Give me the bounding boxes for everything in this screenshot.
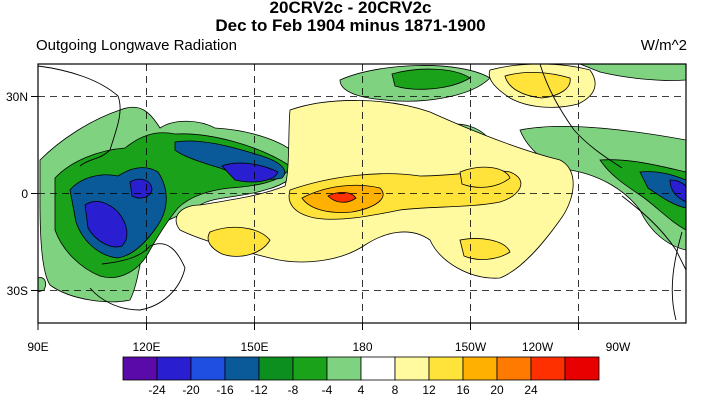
colorbar-box xyxy=(190,356,226,381)
colorbar-box xyxy=(122,356,158,381)
negative-anomaly-west-pacific xyxy=(39,106,302,303)
colorbar-box xyxy=(326,356,362,381)
x-tick-120e: 120E xyxy=(132,340,160,354)
axis-ticks xyxy=(31,96,579,330)
colorbar-box xyxy=(224,356,260,381)
colorbar-labels: -24 -20 -16 -12 -8 -4 4 8 12 16 20 24 xyxy=(148,383,538,397)
colorbar-box xyxy=(292,356,328,381)
colorbar-label: 8 xyxy=(392,383,399,397)
x-tick-90e: 90E xyxy=(27,340,48,354)
colorbar-label: 4 xyxy=(358,383,365,397)
colorbar-label: -8 xyxy=(288,383,299,397)
x-tick-150e: 150E xyxy=(240,340,268,354)
colorbar-label: -20 xyxy=(182,383,200,397)
positive-anomaly-pacific xyxy=(175,64,596,279)
title-line-2: Dec to Feb 1904 minus 1871-1900 xyxy=(215,16,486,35)
y-tick-30n: 30N xyxy=(6,90,28,104)
title-line-1: 20CRV2c - 20CRV2c xyxy=(269,0,432,17)
colorbar-label: 24 xyxy=(524,383,538,397)
variable-label: Outgoing Longwave Radiation xyxy=(36,37,237,54)
colorbar-box xyxy=(360,356,396,381)
colorbar-box xyxy=(394,356,430,381)
colorbar-box xyxy=(462,356,498,381)
colorbar-label: -16 xyxy=(216,383,234,397)
colorbar-label: -24 xyxy=(148,383,166,397)
colorbar-box xyxy=(428,356,464,381)
x-tick-90w: 90W xyxy=(606,340,631,354)
anomaly-field xyxy=(38,64,686,323)
colorbar-label: 20 xyxy=(490,383,504,397)
x-tick-120w: 120W xyxy=(522,340,554,354)
colorbar-box xyxy=(496,356,532,381)
x-tick-180: 180 xyxy=(352,340,372,354)
colorbar-label: 16 xyxy=(456,383,470,397)
x-tick-150w: 150W xyxy=(455,340,487,354)
colorbar-box xyxy=(156,356,192,381)
coastlines xyxy=(38,64,686,321)
y-tick-0: 0 xyxy=(21,187,28,201)
map-gridlines xyxy=(38,64,686,323)
colorbar-box xyxy=(564,356,600,381)
colorbar-label: 12 xyxy=(422,383,436,397)
units-label: W/m^2 xyxy=(640,37,687,54)
colorbar xyxy=(122,356,600,381)
colorbar-box xyxy=(530,356,566,381)
colorbar-label: -4 xyxy=(322,383,333,397)
y-tick-30s: 30S xyxy=(7,284,28,298)
colorbar-label: -12 xyxy=(250,383,268,397)
colorbar-box xyxy=(258,356,294,381)
